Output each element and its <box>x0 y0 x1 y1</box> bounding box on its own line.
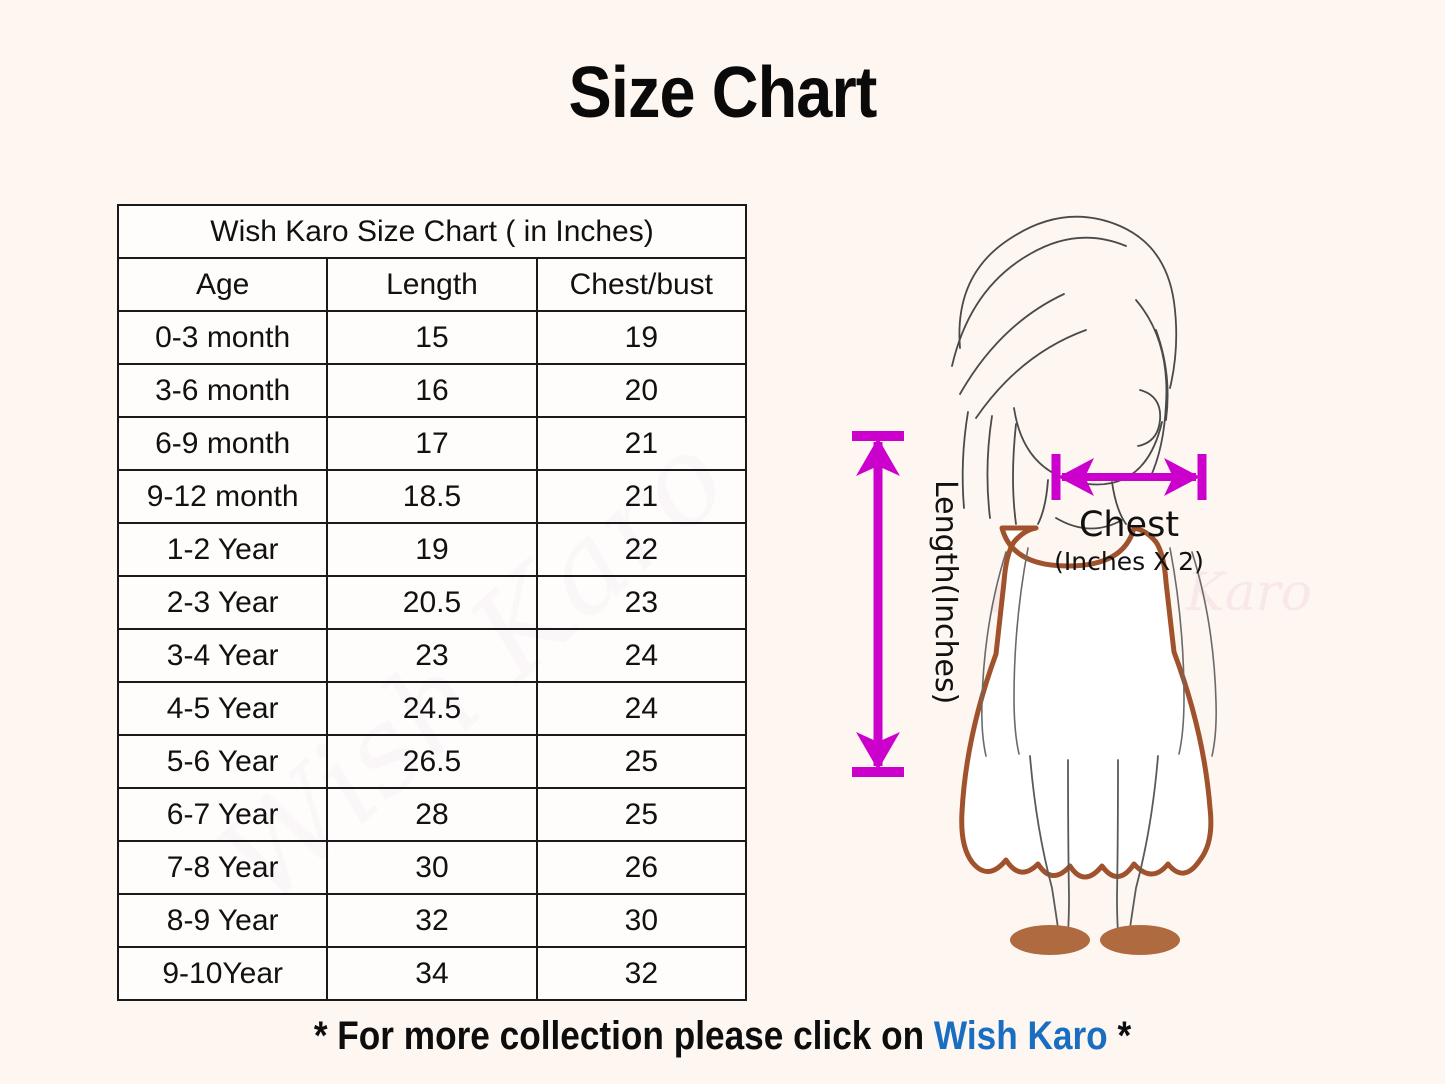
table-row: 3-6 month 16 20 <box>116 363 748 418</box>
cell-chest: 30 <box>535 893 748 948</box>
table-row: 3-4 Year 23 24 <box>116 628 748 683</box>
column-header-age: Age <box>116 257 329 312</box>
cell-age: 1-2 Year <box>116 522 329 577</box>
cell-length: 26.5 <box>326 734 538 789</box>
cell-chest: 25 <box>535 787 748 842</box>
cell-length: 19 <box>326 522 538 577</box>
size-chart-table: Wish Karo Size Chart ( in Inches) Age Le… <box>116 204 748 1001</box>
cell-chest: 19 <box>535 310 748 365</box>
table-row: 1-2 Year 19 22 <box>116 522 748 577</box>
cell-age: 3-6 month <box>116 363 329 418</box>
cell-chest: 24 <box>535 628 748 683</box>
cell-chest: 22 <box>535 522 748 577</box>
table-row: 9-12 month 18.5 21 <box>116 469 748 524</box>
shoes <box>1010 925 1180 955</box>
arms-lines <box>981 547 1217 757</box>
cell-length: 15 <box>326 310 538 365</box>
chest-label: Chest <box>1079 505 1179 545</box>
cell-age: 2-3 Year <box>116 575 329 630</box>
cell-chest: 23 <box>535 575 748 630</box>
cell-length: 18.5 <box>326 469 538 524</box>
table-row: 2-3 Year 20.5 23 <box>116 575 748 630</box>
cell-age: 9-12 month <box>116 469 329 524</box>
table-header-row: Age Length Chest/bust <box>116 257 748 312</box>
cell-length: 24.5 <box>326 681 538 736</box>
cell-age: 0-3 month <box>116 310 329 365</box>
chest-measurement-arrow <box>1051 454 1207 500</box>
cell-chest: 21 <box>535 469 748 524</box>
cell-age: 6-7 Year <box>116 787 329 842</box>
cell-chest: 24 <box>535 681 748 736</box>
cell-age: 4-5 Year <box>116 681 329 736</box>
cell-length: 34 <box>326 946 538 1001</box>
table-row: 6-9 month 17 21 <box>116 416 748 471</box>
cell-length: 23 <box>326 628 538 683</box>
cell-length: 32 <box>326 893 538 948</box>
cell-age: 9-10Year <box>116 946 329 1001</box>
length-measurement-arrow <box>852 431 904 777</box>
table-caption: Wish Karo Size Chart ( in Inches) <box>117 204 747 259</box>
cell-chest: 20 <box>535 363 748 418</box>
cell-length: 16 <box>326 363 538 418</box>
cell-age: 7-8 Year <box>116 840 329 895</box>
cell-length: 28 <box>326 787 538 842</box>
cell-length: 20.5 <box>326 575 538 630</box>
table-row: 6-7 Year 28 25 <box>116 787 748 842</box>
table-row: 7-8 Year 30 26 <box>116 840 748 895</box>
measurement-diagram: Wish Karo <box>840 180 1360 1010</box>
table-caption-row: Wish Karo Size Chart ( in Inches) <box>117 204 747 259</box>
size-chart-table-container: Wish Karo Size Chart ( in Inches) Age Le… <box>116 204 748 1001</box>
cell-age: 8-9 Year <box>116 893 329 948</box>
table-row: 5-6 Year 26.5 25 <box>116 734 748 789</box>
cell-chest: 26 <box>535 840 748 895</box>
cell-age: 6-9 month <box>116 416 329 471</box>
table-body: Wish Karo Size Chart ( in Inches) Age Le… <box>116 204 748 1001</box>
cell-length: 30 <box>326 840 538 895</box>
table-row: 8-9 Year 32 30 <box>116 893 748 948</box>
cell-chest: 21 <box>535 416 748 471</box>
column-header-length: Length <box>326 257 538 312</box>
table-row: 0-3 month 15 19 <box>116 310 748 365</box>
table-row: 4-5 Year 24.5 24 <box>116 681 748 736</box>
cell-age: 3-4 Year <box>116 628 329 683</box>
cell-chest: 25 <box>535 734 748 789</box>
column-header-chest: Chest/bust <box>535 257 748 312</box>
cell-age: 5-6 Year <box>116 734 329 789</box>
cell-chest: 32 <box>535 946 748 1001</box>
dress-outline <box>959 525 1214 880</box>
footer-note: * For more collection please click on Wi… <box>87 1014 1359 1059</box>
table-row: 9-10Year 34 32 <box>116 946 748 1001</box>
cell-length: 17 <box>326 416 538 471</box>
footer-brand-link[interactable]: Wish Karo <box>933 1014 1108 1058</box>
chest-sublabel: (Inches X 2) <box>1054 547 1204 576</box>
footer-suffix: * <box>1107 1014 1132 1058</box>
head-and-hair-lines <box>951 215 1178 530</box>
length-label: Length(Inches) <box>928 480 963 704</box>
footer-prefix: * For more collection please click on <box>313 1014 934 1058</box>
legs-lines <box>1029 755 1159 933</box>
page-title: Size Chart <box>568 53 878 133</box>
